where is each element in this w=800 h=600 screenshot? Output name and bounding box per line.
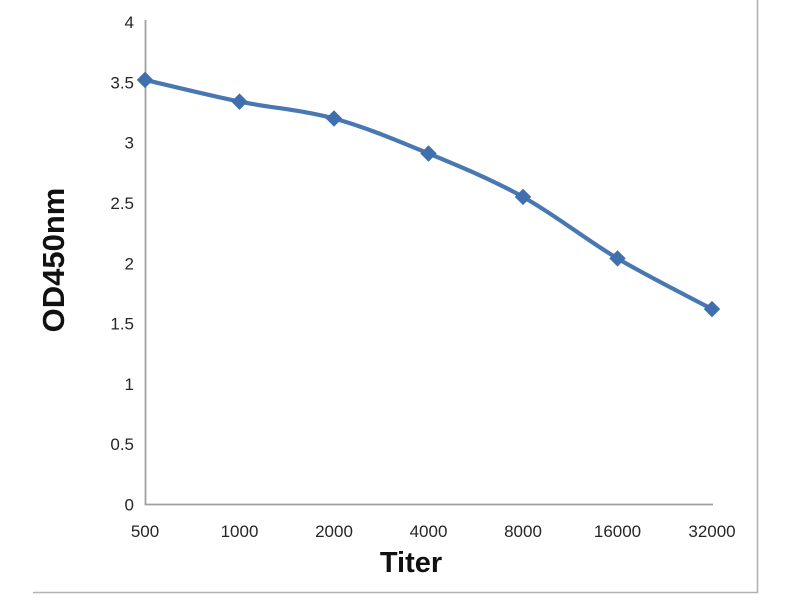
x-tick-label: 1000 xyxy=(221,522,259,541)
x-tick-label: 2000 xyxy=(315,522,353,541)
x-tick-label: 8000 xyxy=(504,522,542,541)
y-tick-label: 3 xyxy=(125,134,134,153)
data-point-marker xyxy=(231,93,248,110)
y-tick-label: 3.5 xyxy=(110,73,134,92)
series-line xyxy=(142,77,715,312)
data-point-marker xyxy=(609,250,626,267)
data-point-marker xyxy=(514,188,532,206)
x-tick-label: 500 xyxy=(131,522,159,541)
y-tick-label: 0 xyxy=(125,496,134,515)
y-tick-label: 2.5 xyxy=(110,194,134,213)
data-point-marker xyxy=(136,71,154,89)
x-tick-label: 32000 xyxy=(688,522,735,541)
data-point-marker xyxy=(325,110,343,127)
x-tick-label: 4000 xyxy=(410,522,448,541)
y-tick-label: 1 xyxy=(125,375,134,394)
y-axis-title: OD450nm xyxy=(36,188,71,333)
x-tick-label: 16000 xyxy=(594,522,641,541)
y-tick-label: 1.5 xyxy=(110,315,134,334)
y-tick-label: 4 xyxy=(125,13,134,32)
x-axis-title: Titer xyxy=(380,547,442,579)
data-point-marker xyxy=(703,300,721,318)
y-tick-label: 2 xyxy=(125,254,134,273)
y-tick-label: 0.5 xyxy=(110,435,134,454)
plot-area: 0 0.5 1 1.5 2 2.5 3 3.5 4 500 1000 2000 4000 8000 1600… xyxy=(33,0,759,594)
data-point-marker xyxy=(420,145,437,162)
